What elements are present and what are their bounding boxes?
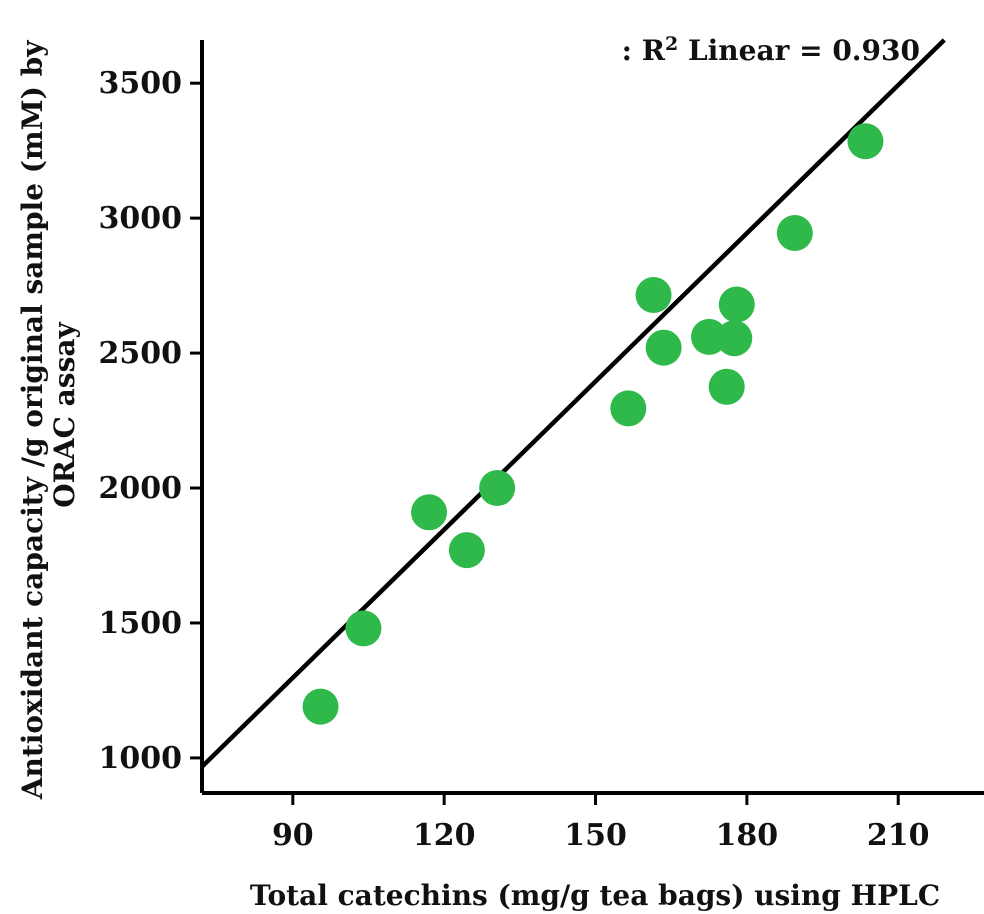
x-tick-label: 180	[716, 818, 779, 853]
axes-layer	[200, 40, 984, 795]
data-point	[479, 470, 516, 507]
regression-line	[200, 38, 946, 769]
x-axis-title: Total catechins (mg/g tea bags) using HP…	[250, 879, 940, 912]
y-tick-label: 1000	[99, 741, 183, 776]
x-tick-label: 210	[867, 818, 930, 853]
x-tick-label: 120	[413, 818, 476, 853]
data-point	[718, 286, 755, 323]
y-tick-label: 2500	[99, 336, 183, 371]
data-point	[847, 123, 884, 160]
annotation-suffix: Linear = 0.930	[678, 34, 920, 67]
y-tick-label: 2000	[99, 471, 183, 506]
annotation-prefix: : R	[622, 34, 666, 67]
annotation-superscript: 2	[665, 33, 678, 55]
x-ticks-layer: 90 120 150 180 210	[272, 793, 930, 853]
data-points-layer	[302, 123, 884, 725]
y-tick-label: 3000	[99, 201, 183, 236]
data-point	[645, 329, 682, 366]
y-axis-title-line-1: Antioxidant capacity /g original sample …	[16, 40, 49, 800]
data-point	[411, 494, 448, 531]
data-point	[635, 277, 672, 314]
data-point	[716, 320, 753, 357]
data-point	[610, 390, 647, 427]
y-axis-title-line-2: ORAC assay	[48, 322, 81, 508]
data-point	[448, 532, 485, 569]
r-squared-annotation: : R2 Linear = 0.930	[622, 33, 920, 67]
data-point	[776, 214, 813, 251]
fit-line-layer	[200, 38, 946, 769]
y-tick-label: 1500	[99, 606, 183, 641]
data-point	[302, 688, 339, 725]
x-tick-label: 90	[272, 818, 314, 853]
y-axis-title: Antioxidant capacity /g original sample …	[16, 31, 81, 800]
x-tick-label: 150	[564, 818, 627, 853]
y-ticks-layer: 1000 1500 2000 2500 3000 3500	[99, 66, 202, 776]
y-tick-label: 3500	[99, 66, 183, 101]
data-point	[708, 368, 745, 405]
data-point	[345, 610, 382, 647]
